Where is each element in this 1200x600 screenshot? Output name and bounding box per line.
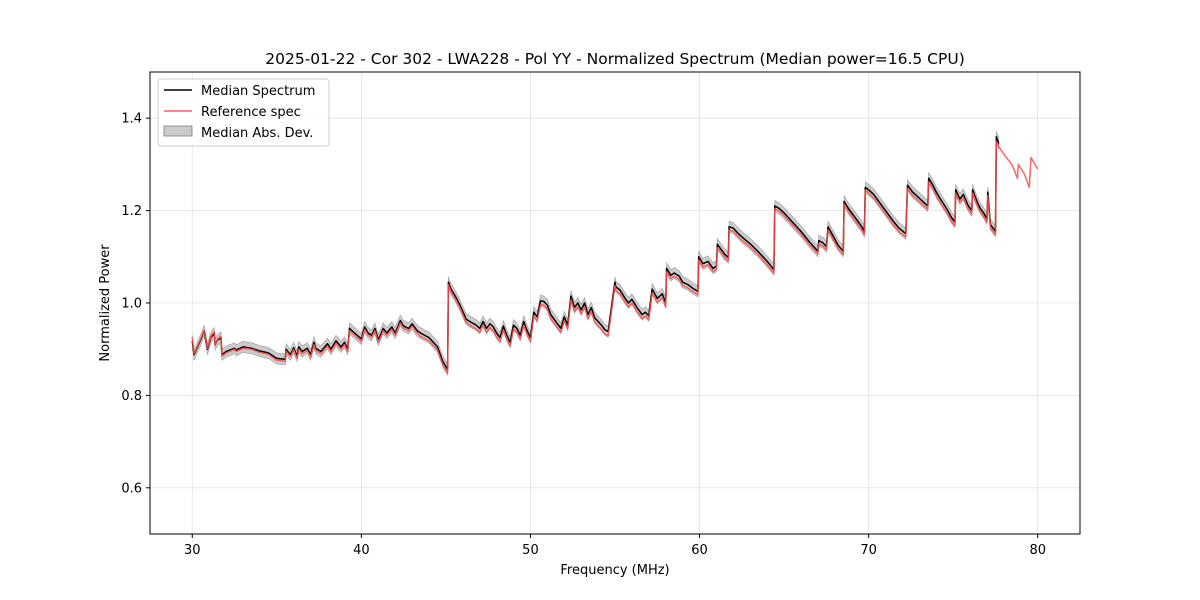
mad-band: [192, 130, 1000, 377]
legend-swatch-mad: [163, 125, 193, 137]
grid: [150, 72, 1080, 534]
x-tick-label: 50: [522, 543, 539, 558]
series-line-reference: [191, 140, 1039, 374]
y-tick-label: 0.6: [121, 481, 142, 496]
x-tick-label: 80: [1029, 543, 1046, 558]
series-lines: [191, 135, 1039, 374]
legend-box: [157, 78, 330, 147]
chart-title: 2025-01-22 - Cor 302 - LWA228 - Pol YY -…: [265, 50, 965, 68]
y-axis-label: Normalized Power: [98, 244, 113, 362]
x-axis-label: Frequency (MHz): [560, 563, 669, 578]
y-tick-label: 1.2: [121, 204, 142, 219]
y-tick-label: 0.8: [121, 389, 142, 404]
x-axis: 30 40 50 60 70 80: [184, 534, 1046, 558]
legend-label-reference: Reference spec: [201, 105, 301, 120]
y-axis: 0.6 0.8 1.0 1.2 1.4: [121, 112, 150, 496]
y-tick-label: 1.0: [121, 297, 142, 312]
legend-label-median: Median Spectrum: [201, 84, 315, 99]
x-tick-label: 60: [691, 543, 708, 558]
x-tick-label: 30: [184, 543, 201, 558]
series-line-median: [191, 135, 1000, 371]
x-tick-label: 40: [353, 543, 370, 558]
legend-label-mad: Median Abs. Dev.: [201, 126, 313, 141]
x-tick-label: 70: [860, 543, 877, 558]
legend: Median Spectrum Reference spec Median Ab…: [157, 78, 330, 147]
mad-band-area: [192, 130, 1000, 377]
y-tick-label: 1.4: [121, 112, 142, 127]
